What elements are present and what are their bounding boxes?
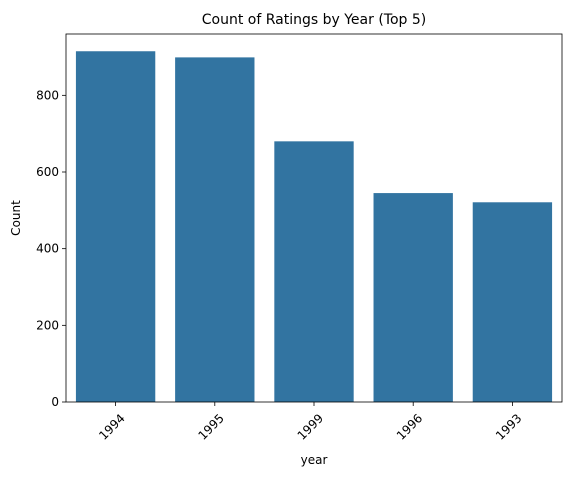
y-tick-label: 0 [51, 395, 59, 409]
y-tick-label: 200 [36, 318, 59, 332]
chart-title: Count of Ratings by Year (Top 5) [202, 12, 426, 28]
x-tick-label-1995: 1995 [195, 411, 226, 442]
bars-group [75, 51, 553, 403]
y-axis: 0 200 400 600 800 [36, 88, 66, 409]
x-tick-label-1999: 1999 [295, 411, 326, 442]
x-tick-label-1993: 1993 [493, 411, 524, 442]
bar-1996 [373, 193, 453, 402]
x-axis: 1994 1995 1999 1996 1993 [96, 402, 525, 443]
bar-1994 [75, 51, 156, 402]
bar-1999 [274, 141, 354, 403]
x-tick-label-1994: 1994 [96, 411, 127, 442]
y-tick-label: 600 [36, 165, 59, 179]
plot-frame [65, 33, 563, 403]
y-axis-label: Count [9, 200, 23, 236]
y-tick-label: 400 [36, 242, 59, 256]
x-axis-label: year [301, 453, 328, 467]
y-tick-label: 800 [36, 88, 59, 102]
bar-1993 [472, 202, 553, 402]
bar-1995 [175, 57, 255, 403]
x-tick-label-1996: 1996 [394, 411, 425, 442]
